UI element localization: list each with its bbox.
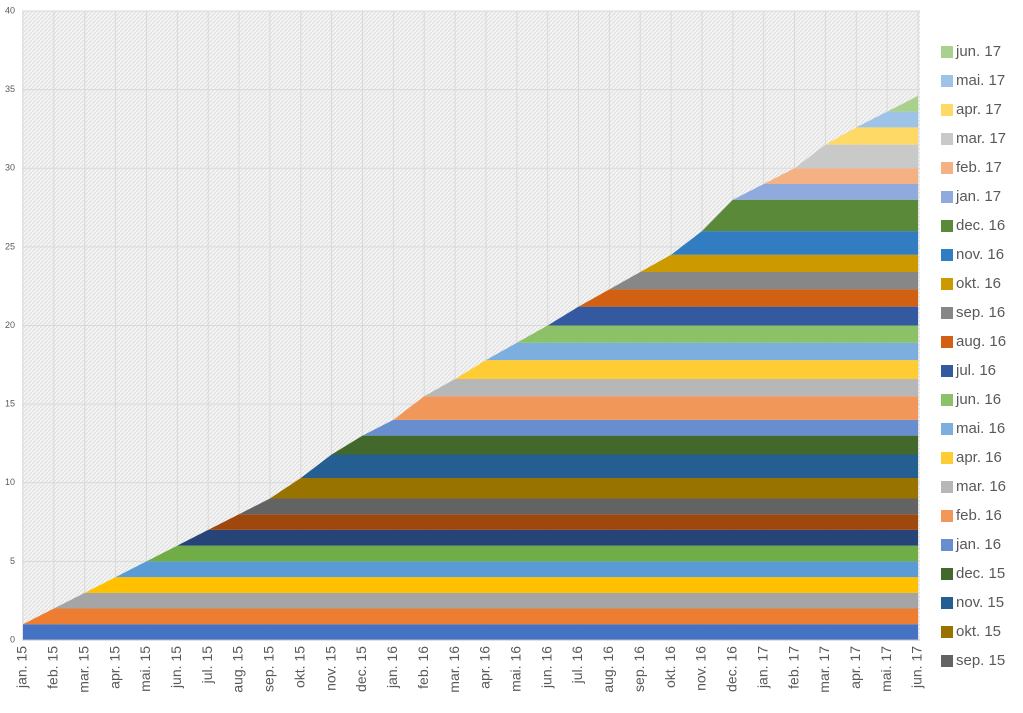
- x-tick-label: mai. 16: [507, 646, 523, 692]
- x-tick-label: jul. 16: [569, 646, 585, 685]
- y-tick-label: 40: [5, 5, 15, 15]
- area: [23, 435, 918, 625]
- legend-swatch: [941, 46, 953, 58]
- legend-swatch: [941, 191, 953, 203]
- legend-swatch: [941, 452, 953, 464]
- x-tick-label: apr. 15: [106, 646, 122, 689]
- legend-label: nov. 15: [956, 594, 1004, 611]
- y-tick-label: 5: [10, 556, 15, 566]
- legend-label: mar. 17: [956, 130, 1006, 147]
- legend-swatch: [941, 510, 953, 522]
- legend-swatch: [941, 481, 953, 493]
- legend-swatch: [941, 539, 953, 551]
- y-tick-label: 30: [5, 163, 15, 173]
- legend-swatch: [941, 655, 953, 667]
- x-tick-label: jan. 15: [14, 646, 30, 689]
- area: [23, 454, 918, 625]
- legend-label: jan. 16: [955, 536, 1001, 553]
- x-tick-label: jun. 15: [168, 646, 184, 689]
- legend-label: feb. 17: [956, 159, 1002, 176]
- x-tick-label: mar. 15: [75, 646, 91, 693]
- legend-swatch: [941, 423, 953, 435]
- legend-label: sep. 15: [956, 652, 1005, 669]
- x-tick-label: jun. 16: [538, 646, 554, 689]
- x-tick-label: sep. 15: [261, 646, 277, 692]
- legend-label: mar. 16: [956, 478, 1006, 495]
- area: [23, 498, 918, 625]
- y-tick-label: 15: [5, 399, 15, 409]
- legend-label: sep. 16: [956, 304, 1005, 321]
- y-tick-label: 20: [5, 320, 15, 330]
- legend-swatch: [941, 75, 953, 87]
- x-tick-label: mai. 17: [878, 646, 894, 692]
- legend-label: mai. 17: [956, 72, 1005, 89]
- area: [23, 529, 918, 625]
- x-tick-label: nov. 15: [322, 646, 338, 691]
- legend-label: okt. 16: [956, 275, 1001, 292]
- x-tick-label: mar. 16: [446, 646, 462, 693]
- x-tick-label: aug. 16: [600, 646, 616, 693]
- area: [23, 478, 918, 625]
- y-tick-label: 10: [5, 477, 15, 487]
- area: [23, 561, 918, 625]
- x-tick-label: jan. 17: [754, 646, 770, 689]
- legend-label: dec. 16: [956, 217, 1005, 234]
- legend-swatch: [941, 568, 953, 580]
- legend-label: apr. 17: [956, 101, 1002, 118]
- x-tick-label: feb. 16: [415, 646, 431, 689]
- x-tick-label: okt. 16: [662, 646, 678, 688]
- legend-swatch: [941, 133, 953, 145]
- legend-label: jun. 16: [955, 391, 1001, 408]
- x-tick-label: sep. 16: [631, 646, 647, 692]
- area: [23, 624, 918, 640]
- legend-label: jun. 17: [955, 43, 1001, 60]
- y-tick-label: 0: [10, 634, 15, 644]
- legend-label: apr. 16: [956, 449, 1002, 466]
- x-tick-label: apr. 17: [847, 646, 863, 689]
- x-tick-label: apr. 16: [477, 646, 493, 689]
- legend-swatch: [941, 278, 953, 290]
- x-tick-label: jul. 15: [199, 646, 215, 685]
- legend-swatch: [941, 162, 953, 174]
- x-tick-label: okt. 15: [291, 646, 307, 688]
- legend-label: feb. 16: [956, 507, 1002, 524]
- legend-swatch: [941, 307, 953, 319]
- legend-label: jul. 16: [955, 362, 996, 379]
- x-tick-label: jun. 17: [909, 646, 925, 689]
- x-tick-label: dec. 15: [353, 646, 369, 692]
- legend-swatch: [941, 626, 953, 638]
- legend-label: nov. 16: [956, 246, 1004, 263]
- x-tick-label: jan. 16: [384, 646, 400, 689]
- y-tick-label: 25: [5, 241, 15, 251]
- legend-swatch: [941, 597, 953, 609]
- x-tick-label: dec. 16: [724, 646, 740, 692]
- x-tick-label: feb. 17: [785, 646, 801, 689]
- legend-label: mai. 16: [956, 420, 1005, 437]
- legend-swatch: [941, 249, 953, 261]
- legend-swatch: [941, 336, 953, 348]
- area: [23, 545, 918, 625]
- legend-label: aug. 16: [956, 333, 1006, 350]
- area: [23, 608, 918, 625]
- legend-swatch: [941, 365, 953, 377]
- legend-label: dec. 15: [956, 565, 1005, 582]
- legend-swatch: [941, 220, 953, 232]
- y-tick-label: 35: [5, 84, 15, 94]
- x-tick-label: mai. 15: [137, 646, 153, 692]
- area: [23, 396, 918, 625]
- legend-label: okt. 15: [956, 623, 1001, 640]
- legend-swatch: [941, 104, 953, 116]
- area: [23, 514, 918, 625]
- x-tick-label: mar. 17: [816, 646, 832, 693]
- legend-label: jan. 17: [955, 188, 1001, 205]
- x-tick-label: nov. 16: [693, 646, 709, 691]
- legend-swatch: [941, 394, 953, 406]
- area: [23, 577, 918, 625]
- x-tick-label: aug. 15: [230, 646, 246, 693]
- area: [23, 592, 918, 625]
- x-tick-label: feb. 15: [45, 646, 61, 689]
